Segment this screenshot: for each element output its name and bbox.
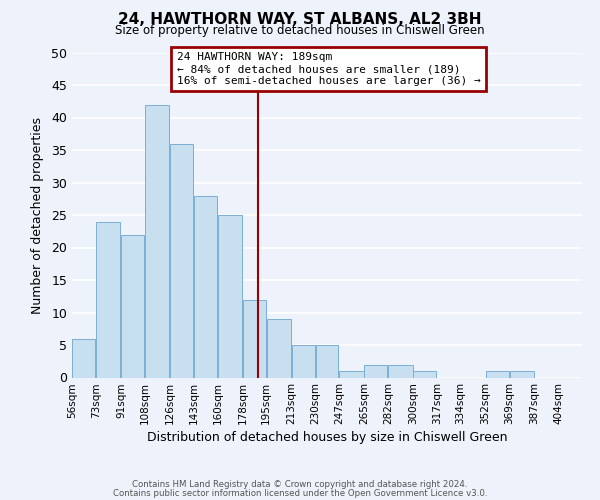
Text: Size of property relative to detached houses in Chiswell Green: Size of property relative to detached ho…: [115, 24, 485, 37]
Bar: [170, 144, 193, 378]
Bar: [145, 104, 169, 378]
Y-axis label: Number of detached properties: Number of detached properties: [31, 116, 44, 314]
Bar: [413, 371, 436, 378]
Bar: [364, 364, 388, 378]
Text: Contains public sector information licensed under the Open Government Licence v3: Contains public sector information licen…: [113, 488, 487, 498]
Bar: [194, 196, 217, 378]
Bar: [73, 338, 95, 378]
Bar: [121, 234, 144, 378]
Bar: [388, 364, 413, 378]
Text: 24 HAWTHORN WAY: 189sqm
← 84% of detached houses are smaller (189)
16% of semi-d: 24 HAWTHORN WAY: 189sqm ← 84% of detache…: [176, 52, 481, 86]
Bar: [510, 371, 534, 378]
Text: 24, HAWTHORN WAY, ST ALBANS, AL2 3BH: 24, HAWTHORN WAY, ST ALBANS, AL2 3BH: [118, 12, 482, 28]
Bar: [266, 319, 291, 378]
Bar: [486, 371, 509, 378]
Bar: [339, 371, 364, 378]
Bar: [96, 222, 121, 378]
X-axis label: Distribution of detached houses by size in Chiswell Green: Distribution of detached houses by size …: [147, 432, 507, 444]
Text: Contains HM Land Registry data © Crown copyright and database right 2024.: Contains HM Land Registry data © Crown c…: [132, 480, 468, 489]
Bar: [292, 345, 315, 378]
Bar: [243, 300, 266, 378]
Bar: [218, 215, 242, 378]
Bar: [316, 345, 338, 378]
